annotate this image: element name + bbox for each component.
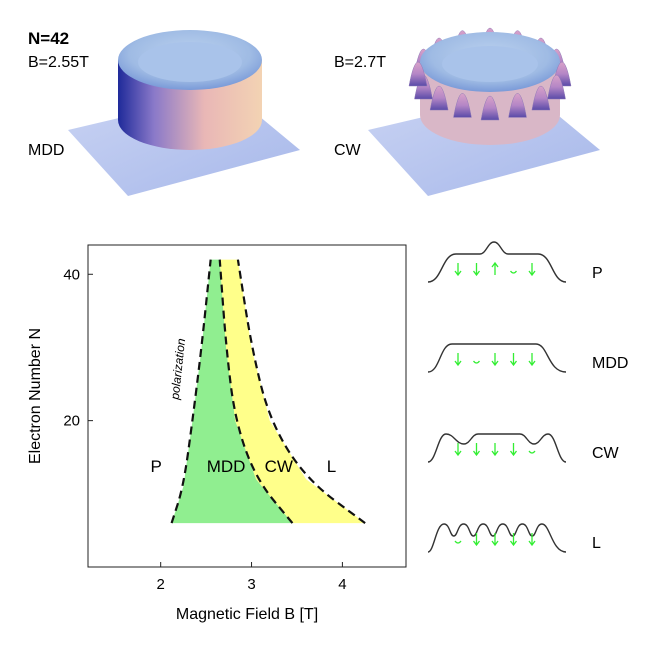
cw-region [219,259,366,524]
boundary-CW-L [236,259,366,524]
region-label-p: P [150,457,161,476]
boundary-polarization [170,259,212,524]
spin-down-arrow [528,533,536,547]
cw-top-inner [442,46,538,82]
profile-label: MDD [592,355,628,372]
spin-down-arrow [509,533,518,547]
y-tick-label: 40 [63,266,80,283]
spin-down-arrow [454,443,462,457]
spin-down-arrow [472,443,481,457]
profile-label: CW [592,445,620,462]
cw-peak [480,96,500,121]
spin-down-arrow [509,443,518,457]
spin-down-arrow [454,263,462,277]
spin-down-arrow [528,353,536,367]
region-label-l: L [327,457,336,476]
spin-down-arrow [509,353,518,367]
profile-curve [427,523,567,553]
x-axis-label: Magnetic Field B [T] [176,606,318,623]
x-tick-label: 4 [338,576,346,593]
cw-peak [453,93,472,118]
cw-peak [508,93,527,118]
profile-label: P [592,265,603,282]
cw-peak [547,75,566,100]
spin-down-arrow [491,353,499,367]
spin-down-arrow [454,353,462,367]
profile-curve [427,241,567,283]
profile-curve [427,433,567,463]
spin-up-arrow [491,261,499,275]
profile-label: L [592,535,601,552]
profile-p: P [427,241,603,283]
x-tick-label: 3 [247,576,255,593]
spin-down-arrow [528,263,536,277]
cw-peak [429,86,449,111]
mdd-surface [68,30,300,196]
spin-down-arrow [491,533,499,547]
region-label-cw: CW [265,457,293,476]
profile-l: L [427,523,601,553]
x-tick-label: 2 [157,576,165,593]
density-surfaces: N=42 B=2.55T MDD B=2.7T CW [28,28,600,196]
spin-down-arrow [472,533,481,547]
region-label-mdd: MDD [207,457,246,476]
profile-cw: CW [427,433,620,463]
right-state-label: CW [334,142,362,159]
plot-frame [87,244,407,568]
polarization-annotation: polarization [168,337,188,401]
left-state-label: MDD [28,142,64,159]
cw-surface [368,28,600,196]
cw-peak [408,62,428,87]
boundary-MDD-CW [218,259,294,524]
mdd-region [171,259,293,524]
left-field-label: B=2.55T [28,54,89,71]
spin-mixed-mark [454,540,462,544]
n-label: N=42 [28,29,69,48]
spin-mixed-mark [509,270,518,274]
profile-curve [427,343,567,373]
spin-mixed-mark [472,360,481,364]
y-axis-label: Electron Number N [27,328,44,464]
spin-mixed-mark [528,450,536,454]
cw-peak [531,86,551,111]
right-field-label: B=2.7T [334,54,386,71]
spin-down-arrow [491,443,499,457]
profile-mdd: MDD [427,343,628,373]
spin-down-arrow [472,263,481,277]
mdd-top-inner [138,42,242,82]
y-tick-label: 20 [63,413,80,430]
